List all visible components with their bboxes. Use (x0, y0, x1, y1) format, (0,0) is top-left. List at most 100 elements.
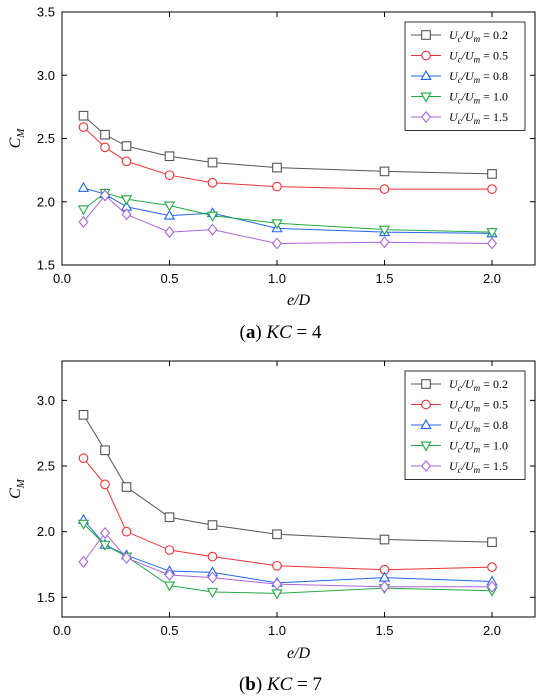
legend-entry: Uc/Um = 0.5 (449, 398, 508, 414)
series-2 (77, 181, 498, 238)
data-point (163, 581, 176, 592)
data-point (121, 482, 132, 492)
data-point (164, 151, 175, 162)
data-point (487, 562, 497, 572)
x-axis-label: e/D (287, 292, 311, 309)
legend-entry: Uc/Um = 0.5 (449, 49, 508, 65)
data-point (379, 184, 390, 194)
data-point (77, 519, 90, 530)
chart-b: 0.0 0.5 1.0 1.5 2.0 1.5 2.0 2.5 3.0 e/D CM Uc/Um = … (7, 360, 536, 695)
data-point (77, 181, 90, 192)
legend-marker (421, 399, 431, 410)
y-tick-label: 1.5 (37, 590, 55, 605)
legend-marker (421, 50, 431, 61)
legend-entry: Uc/Um = 1.5 (449, 459, 508, 475)
data-point (486, 237, 498, 250)
series-line (83, 187, 493, 234)
series-line (83, 194, 493, 244)
series-line (83, 519, 493, 584)
x-tick-label: 0.5 (160, 271, 178, 286)
data-point (272, 162, 282, 173)
data-point (272, 560, 282, 571)
data-point (486, 580, 498, 593)
x-axis-label: e/D (287, 645, 311, 662)
data-point (207, 157, 218, 168)
y-tick-label: 2.5 (37, 131, 55, 146)
data-point (207, 223, 218, 236)
data-point (207, 520, 218, 530)
legend-marker (420, 92, 432, 103)
series-line (83, 414, 493, 543)
series-2 (77, 513, 498, 587)
x-tick-label: 2.0 (483, 623, 501, 638)
data-point (379, 580, 390, 593)
data-point (121, 551, 132, 564)
data-point (100, 445, 110, 456)
data-point (207, 177, 218, 188)
legend: Uc/Um = 0.2 Uc/Um = 0.5 Uc/Um = 0.8 Uc/Um =… (404, 21, 526, 131)
legend-entry: Uc/Um = 0.8 (449, 418, 508, 434)
legend-entry: Uc/Um = 1.0 (449, 439, 508, 455)
data-point (78, 555, 89, 568)
x-tick-label: 1.0 (268, 623, 286, 638)
y-tick-label: 3.5 (37, 5, 55, 20)
legend-entry: Uc/Um = 1.0 (449, 90, 508, 106)
data-point (207, 571, 218, 584)
data-point (487, 537, 497, 548)
data-point (272, 181, 282, 192)
data-point (99, 540, 111, 551)
data-point (206, 211, 219, 222)
data-point (271, 219, 283, 230)
data-point (78, 110, 89, 121)
series-4 (78, 526, 498, 593)
y-tick-label: 3.0 (37, 393, 55, 408)
data-point (379, 166, 390, 177)
y-tick-label: 3.0 (37, 68, 55, 83)
data-point (271, 578, 283, 591)
y-tick-label: 2.0 (37, 194, 55, 209)
x-tick-label: 0.0 (53, 623, 71, 638)
legend-marker (421, 379, 431, 389)
data-point (121, 156, 132, 167)
figure-caption: (a) KC = 4 (240, 322, 322, 343)
x-tick-label: 2.0 (483, 271, 501, 286)
series-0 (78, 110, 497, 179)
series-line (83, 126, 492, 190)
y-tick-label: 1.5 (37, 258, 55, 273)
data-point (164, 170, 175, 181)
data-point (164, 568, 175, 582)
data-point (486, 228, 498, 239)
data-point (121, 208, 132, 221)
series-line (83, 523, 493, 594)
data-point (378, 571, 391, 582)
data-point (163, 201, 176, 212)
data-point (163, 209, 176, 220)
legend-marker (420, 441, 432, 452)
data-point (100, 142, 110, 153)
series-line (83, 192, 493, 233)
x-tick-label: 0.0 (53, 271, 71, 286)
plot-frame (61, 360, 536, 618)
x-tick-label: 1.5 (375, 623, 393, 638)
y-axis-label: CM (7, 128, 27, 149)
series-0 (78, 409, 497, 548)
data-point (78, 453, 89, 463)
data-point (100, 129, 110, 140)
data-point (378, 225, 391, 236)
series-4 (78, 189, 498, 250)
data-point (207, 551, 218, 562)
y-axis-label: CM (7, 478, 27, 499)
data-point (121, 526, 132, 537)
series-1 (78, 453, 497, 575)
data-point (272, 529, 282, 540)
legend-marker (420, 69, 432, 80)
x-tick-label: 1.0 (268, 271, 286, 286)
data-point (121, 141, 132, 151)
data-point (99, 526, 111, 539)
series-line (83, 532, 492, 588)
figure-caption: (b) KC = 7 (239, 674, 322, 695)
legend-entry: Uc/Um = 1.5 (449, 110, 508, 126)
chart-a: 0.0 0.5 1.0 1.5 2.0 1.5 2.0 2.5 3.0 3.5 e/D CM Uc/Um… (7, 5, 536, 343)
series-1 (78, 122, 497, 194)
